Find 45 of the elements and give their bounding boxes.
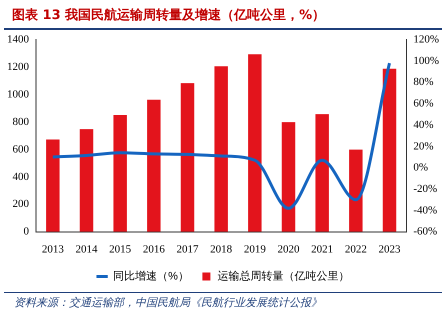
bar	[214, 66, 228, 232]
x-tick-label: 2020	[278, 243, 300, 256]
bar	[248, 54, 262, 232]
x-tick-label: 2022	[344, 243, 367, 256]
x-tick-label: 2023	[378, 243, 402, 256]
bar	[315, 114, 329, 232]
y2-tick-label: 120%	[413, 33, 440, 46]
chart-title: 图表 13 我国民航运输周转量及增速（亿吨公里，%）	[4, 0, 442, 30]
y-tick-label: 200	[12, 198, 30, 210]
y-tick-label: 1000	[7, 88, 30, 100]
y-tick-label: 600	[12, 143, 30, 156]
x-tick-label: 2014	[76, 243, 98, 256]
bar	[147, 100, 161, 232]
x-tick-label: 2017	[176, 243, 199, 256]
y2-tick-label: -40%	[413, 204, 438, 216]
x-tick-label: 2019	[244, 243, 266, 256]
x-tick-label: 2021	[311, 243, 334, 256]
y2-tick-label: 60%	[413, 98, 434, 110]
y-tick-label: 1200	[7, 60, 30, 73]
line-series	[51, 62, 392, 210]
bar	[382, 68, 396, 232]
y2-tick-label: 0%	[413, 162, 428, 174]
y-tick-label: 800	[12, 116, 30, 128]
x-tick-label: 2015	[109, 243, 132, 256]
bar	[282, 122, 296, 232]
y2-tick-label: 20%	[413, 140, 434, 152]
bar	[46, 140, 60, 232]
y-tick-label: 0	[24, 226, 30, 238]
y2-tick-label: 80%	[413, 76, 434, 88]
x-tick-label: 2018	[210, 243, 233, 256]
bar	[349, 150, 363, 232]
y2-tick-label: 100%	[413, 54, 440, 67]
y2-tick-label: 40%	[413, 118, 434, 131]
x-tick-label: 2013	[42, 243, 64, 256]
bar	[80, 129, 94, 232]
legend-label: 运输总周转量（亿吨公里）	[217, 270, 350, 283]
y-tick-label: 1400	[7, 33, 30, 46]
text: 资料来源：交通运输部，中国民航局《民航行业发展统计公报》	[4, 292, 442, 310]
x-tick-label: 2016	[142, 243, 166, 256]
bar	[113, 114, 127, 232]
legend-label: 同比增速（%）	[113, 270, 189, 283]
y2-tick-label: -20%	[413, 182, 438, 195]
y-tick-label: 400	[12, 170, 30, 183]
y2-tick-label: -60%	[413, 226, 438, 238]
bar	[180, 83, 194, 232]
